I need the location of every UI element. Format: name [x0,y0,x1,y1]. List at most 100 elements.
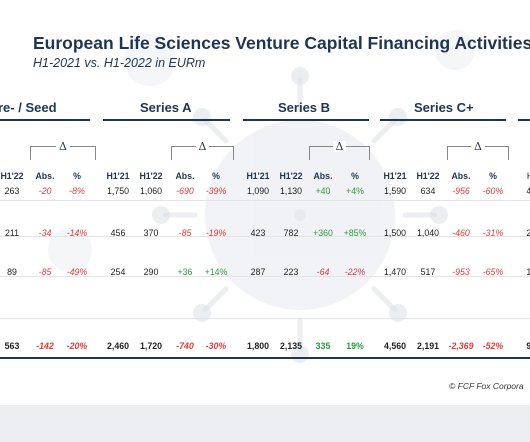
section-title-series-c: Series C+ [414,100,474,115]
table-cell: 1,090 [246,186,269,196]
table-cell: 254 [110,267,126,277]
row-divider [0,276,530,277]
table-cell: +360 [313,228,333,238]
table-cell: 290 [143,267,159,277]
delta-symbol: Δ [332,140,347,152]
table-cell: -65% [482,267,504,277]
table-cell: -31% [482,228,504,238]
total-cell: -2,369 [448,341,474,351]
page-title: European Life Sciences Venture Capital F… [33,33,530,53]
table-cell: -8% [69,186,85,196]
table-cell: 634 [420,186,436,196]
table-cell: -64 [316,267,330,277]
total-cell: 2,135 [279,341,302,351]
table-cell: -690 [176,186,194,196]
col-header-h1-22: H1'22 [279,171,303,181]
section-title-series-a: Series A [140,100,192,115]
table-cell: -953 [452,267,470,277]
col-header-pct: % [73,171,81,181]
delta-symbol: Δ [471,140,485,152]
section-title-series-b: Series B [278,100,331,115]
table-cell: 1,470 [383,267,406,277]
delta-bracket-series-a: Δ [171,140,234,160]
total-cell: 4,560 [383,341,406,351]
col-header-abs: Abs. [451,171,471,181]
col-header-h1-21: H1'21 [383,171,407,181]
table-cell: 89 [7,267,17,277]
table-cell: +14% [204,267,228,277]
table-cell: 1, [526,267,530,277]
table-cell: -956 [452,186,470,196]
total-cell: 1,720 [139,341,162,351]
table-cell: -19% [205,228,227,238]
total-cell: -142 [36,341,54,351]
table-cell: -460 [452,228,470,238]
col-header-h1-22: H1'22 [0,171,24,181]
total-cell: 9, [526,341,530,351]
table-cell: -34 [38,228,52,238]
delta-bracket-series-b: Δ [309,140,370,160]
table-cell: 263 [4,186,20,196]
section-title-re-seed: re- / Seed [0,100,57,115]
table-cell: 287 [250,267,266,277]
table-cell: -39% [205,186,227,196]
table-cell: 2, [526,228,530,238]
total-cell: 2,191 [416,341,439,351]
table-cell: -85 [178,228,192,238]
table-cell: 1,590 [383,186,406,196]
total-cell: 1,800 [246,341,269,351]
table-cell: -49% [66,267,88,277]
row-divider [0,318,530,319]
row-divider [0,200,530,201]
total-cell: -30% [205,341,227,351]
total-cell: -740 [176,341,194,351]
col-header-h1-22: H1'22 [416,171,440,181]
total-cell: 2,460 [106,341,129,351]
col-header-pct: % [212,171,220,181]
section-rule-re-seed [0,119,90,121]
section-rule-series-a [103,119,230,121]
delta-bracket-re-seed: Δ [30,140,96,160]
table-cell: -22% [344,267,366,277]
section-rule-series-c [380,119,506,121]
table-cell: 1,130 [279,186,302,196]
table-cell: 1,040 [416,228,439,238]
total-cell: 19% [346,341,364,351]
delta-symbol: Δ [195,140,210,152]
table-cell: H [526,171,530,181]
col-header-abs: Abs. [35,171,55,181]
table-cell: 1,750 [106,186,129,196]
table-cell: 370 [143,228,159,238]
delta-symbol: Δ [56,140,70,152]
table-cell: -60% [482,186,504,196]
table-cell: +40 [315,186,331,196]
table-cell: 517 [420,267,436,277]
copyright-footer: © FCF Fox Corpora [449,381,524,391]
table-cell: 782 [283,228,299,238]
table-cell: +85% [343,228,367,238]
total-rule [0,357,530,359]
table-cell: +4% [346,186,364,196]
col-header-pct: % [489,171,497,181]
section-rule-series-b [243,119,369,121]
total-cell: -52% [482,341,504,351]
table-cell: -85 [38,267,52,277]
col-header-h1-21: H1'21 [106,171,130,181]
table-cell: 223 [283,267,299,277]
total-cell: 335 [315,341,331,351]
table-cell: 423 [250,228,266,238]
delta-bracket-series-c: Δ [447,140,509,160]
table-cell: -20 [38,186,52,196]
table-cell: +36 [177,267,193,277]
row-divider [0,236,530,237]
col-header-pct: % [351,171,359,181]
table-cell: 4, [526,186,530,196]
table-cell: 1,500 [383,228,406,238]
total-cell: 563 [4,341,20,351]
section-rule-partial [518,119,530,121]
col-header-abs: Abs. [313,171,333,181]
table-cell: 1,060 [139,186,162,196]
table-cell: 456 [110,228,126,238]
